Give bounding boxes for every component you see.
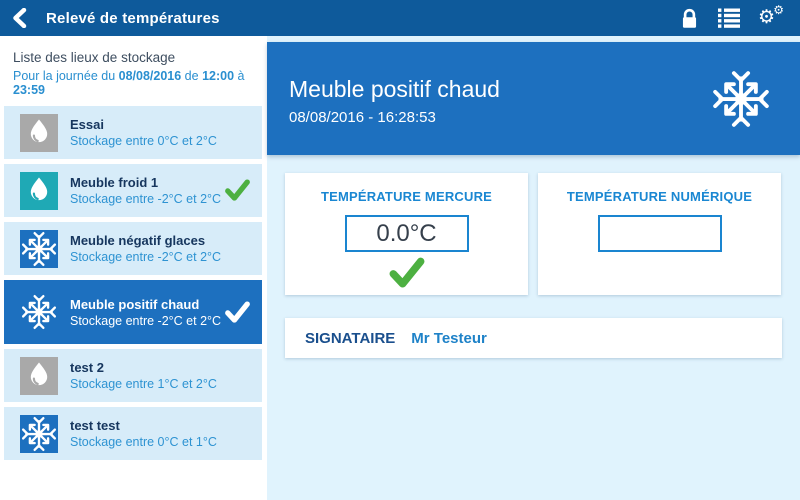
droplet-icon-box <box>20 356 58 395</box>
sidebar-header: Liste des lieux de stockage Pour la jour… <box>0 36 267 106</box>
card-label: TEMPÉRATURE MERCURE <box>320 189 493 204</box>
droplet-icon-box <box>20 113 58 152</box>
snowflake-icon-box <box>20 229 58 268</box>
card-temperature-numerique: TEMPÉRATURE NUMÉRIQUE <box>538 173 781 295</box>
item-name: Meuble froid 1 <box>70 175 159 190</box>
snowflake-icon <box>21 294 57 330</box>
sidebar-period: Pour la journée du 08/08/2016 de 12:00 à… <box>13 69 245 97</box>
list-item[interactable]: Essai Stockage entre 0°C et 2°C <box>4 106 262 159</box>
droplet-icon-box <box>20 171 58 210</box>
digital-temp-input[interactable] <box>597 215 722 252</box>
card-temperature-mercure: TEMPÉRATURE MERCURE 0.0°C <box>285 173 528 295</box>
card-label: TEMPÉRATURE NUMÉRIQUE <box>566 189 753 204</box>
main-panel: Meuble positif chaud 08/08/2016 - 16:28:… <box>267 36 800 500</box>
mercury-temp-input[interactable]: 0.0°C <box>344 215 469 252</box>
item-name: Essai <box>70 117 104 132</box>
check-icon <box>224 179 250 202</box>
signer-bar: SIGNATAIRE Mr Testeur <box>285 318 782 358</box>
droplet-icon <box>20 113 58 152</box>
period-date: 08/08/2016 <box>118 69 182 83</box>
signer-name[interactable]: Mr Testeur <box>411 329 487 347</box>
back-chevron-icon <box>13 8 27 28</box>
temperature-cards: TEMPÉRATURE MERCURE 0.0°C TEMPÉRATURE NU… <box>285 173 782 295</box>
period-start: 12:00 <box>202 69 235 83</box>
item-name: test test <box>70 418 120 433</box>
item-range: Stockage entre -2°C et 2°C <box>70 250 222 264</box>
snowflake-icon <box>20 414 58 453</box>
sidebar: Liste des lieux de stockage Pour la jour… <box>0 36 267 500</box>
item-name: Meuble négatif glaces <box>70 233 206 248</box>
lock-icon[interactable] <box>679 7 700 30</box>
record-datetime: 08/08/2016 - 16:28:53 <box>289 108 436 126</box>
snowflake-icon <box>20 229 58 268</box>
snowflake-icon-box <box>20 293 58 331</box>
check-icon <box>224 301 250 323</box>
selected-location-title: Meuble positif chaud <box>289 75 500 102</box>
item-range: Stockage entre -2°C et 2°C <box>70 313 222 328</box>
gears-icon[interactable]: ⚙ ⚙ <box>758 3 784 28</box>
snowflake-icon <box>710 68 772 130</box>
snowflake-icon <box>713 70 769 127</box>
list-icon[interactable] <box>717 7 741 29</box>
item-check <box>220 301 254 323</box>
main-header: Meuble positif chaud 08/08/2016 - 16:28:… <box>267 42 800 155</box>
item-name: Meuble positif chaud <box>70 296 200 312</box>
period-end: 23:59 <box>13 83 45 97</box>
list-item[interactable]: Meuble négatif glaces Stockage entre -2°C… <box>4 222 262 275</box>
storage-list: Essai Stockage entre 0°C et 2°C Meuble fr… <box>0 106 267 460</box>
droplet-icon <box>20 171 58 210</box>
top-bar: Relevé de températures ⚙ ⚙ <box>0 0 800 36</box>
app-title: Relevé de températures <box>46 9 220 27</box>
item-range: Stockage entre 1°C et 2°C <box>70 377 217 391</box>
snowflake-icon-box <box>20 414 58 453</box>
list-item[interactable]: test 2 Stockage entre 1°C et 2°C <box>4 349 262 402</box>
list-item[interactable]: Meuble positif chaud Stockage entre -2°C … <box>4 280 262 344</box>
item-range: Stockage entre -2°C et 2°C <box>70 192 222 206</box>
item-check <box>220 179 254 202</box>
check-icon <box>388 257 426 289</box>
list-item[interactable]: Meuble froid 1 Stockage entre -2°C et 2°C <box>4 164 262 217</box>
item-name: test 2 <box>70 360 104 375</box>
droplet-icon <box>20 356 58 395</box>
sidebar-title: Liste des lieux de stockage <box>13 50 176 65</box>
list-item[interactable]: test test Stockage entre 0°C et 1°C <box>4 407 262 460</box>
check-icon <box>389 257 424 288</box>
signer-label: SIGNATAIRE <box>305 329 396 347</box>
item-range: Stockage entre 0°C et 1°C <box>70 435 217 449</box>
item-range: Stockage entre 0°C et 2°C <box>70 134 217 148</box>
back-button[interactable] <box>0 0 40 36</box>
